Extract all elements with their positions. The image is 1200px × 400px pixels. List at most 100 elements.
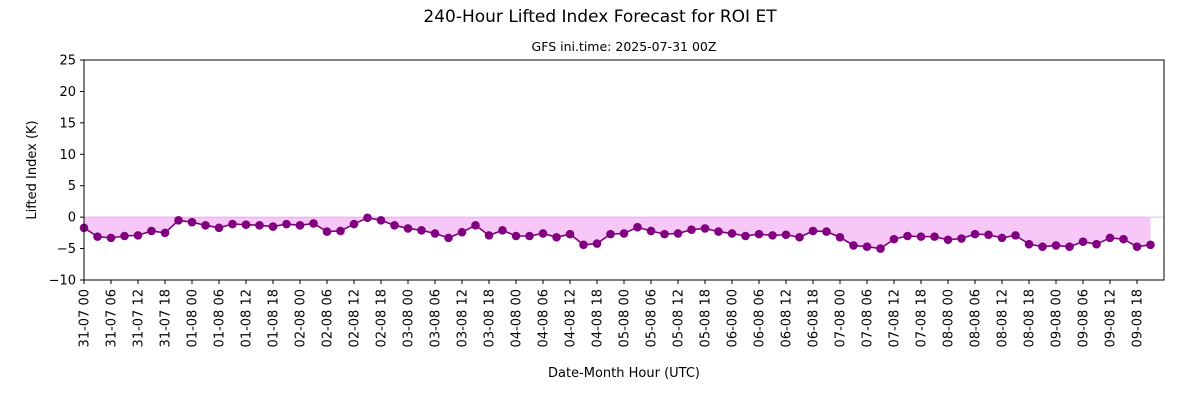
- data-point: [781, 230, 791, 240]
- data-point: [592, 239, 602, 248]
- x-tick-label: 02-08 18: [375, 289, 390, 347]
- data-point: [511, 231, 521, 241]
- data-point: [687, 225, 696, 235]
- data-point: [835, 232, 845, 242]
- x-tick-label: 01-08 00: [186, 289, 201, 347]
- x-tick-label: 02-08 06: [321, 289, 336, 347]
- data-point: [862, 242, 872, 251]
- x-tick-label: 05-08 18: [699, 289, 714, 347]
- x-tick-label: 08-08 18: [1023, 289, 1038, 347]
- data-point: [1092, 239, 1101, 249]
- x-tick-label: 08-08 06: [969, 289, 984, 347]
- y-tick-label: 25: [59, 54, 76, 69]
- x-axis: 31-07 00 31-07 06 31-07 12 31-07 18 01-08 00…: [78, 280, 1146, 347]
- data-point: [1065, 242, 1074, 251]
- data-point: [714, 227, 723, 236]
- y-tick-label: 20: [59, 85, 76, 100]
- y-tick-label: 10: [59, 148, 76, 163]
- data-point: [444, 233, 453, 243]
- data-point: [309, 219, 318, 228]
- data-point: [660, 229, 669, 239]
- data-point: [201, 221, 210, 230]
- x-tick-label: 06-08 00: [726, 289, 741, 347]
- data-point: [538, 229, 548, 238]
- data-point: [322, 227, 332, 236]
- data-point: [984, 230, 993, 240]
- data-point: [187, 217, 197, 227]
- data-point: [336, 226, 345, 236]
- y-axis-label: Lifted Index (K): [25, 120, 40, 219]
- data-point: [268, 222, 278, 231]
- x-tick-label: 08-08 00: [942, 289, 957, 347]
- data-point: [133, 231, 143, 240]
- data-point: [903, 231, 912, 241]
- data-point: [957, 234, 966, 243]
- x-tick-label: 03-08 00: [402, 289, 417, 347]
- x-tick-label: 05-08 12: [672, 289, 687, 347]
- x-tick-label: 06-08 18: [807, 289, 822, 347]
- y-axis: −10 −5 0 5 10 15 20 25: [49, 54, 84, 289]
- x-tick-label: 09-08 00: [1050, 289, 1065, 347]
- data-point: [295, 221, 305, 230]
- x-tick-label: 09-08 06: [1077, 289, 1092, 347]
- data-point: [403, 224, 413, 233]
- data-point: [1024, 239, 1034, 249]
- x-tick-label: 08-08 12: [996, 289, 1011, 347]
- x-tick-label: 06-08 12: [780, 289, 795, 347]
- data-point: [498, 226, 507, 235]
- x-tick-label: 03-08 12: [456, 289, 471, 347]
- data-point: [471, 221, 480, 230]
- data-point: [754, 229, 764, 239]
- y-tick-label: −10: [49, 274, 76, 289]
- data-point: [673, 229, 683, 238]
- data-point: [997, 233, 1007, 243]
- data-point: [430, 229, 440, 238]
- x-tick-label: 07-08 18: [915, 289, 930, 347]
- data-point: [795, 232, 804, 242]
- data-point: [930, 232, 939, 241]
- data-point: [228, 219, 237, 229]
- data-point: [160, 228, 170, 238]
- data-point: [106, 233, 116, 243]
- x-tick-label: 07-08 00: [834, 289, 849, 347]
- data-point: [1078, 237, 1088, 246]
- x-tick-label: 01-08 18: [267, 289, 282, 347]
- data-point: [619, 229, 629, 238]
- data-point: [376, 215, 386, 225]
- data-point: [579, 240, 588, 250]
- data-point: [916, 232, 926, 241]
- x-tick-label: 04-08 18: [591, 289, 606, 347]
- chart-subtitle: GFS ini.time: 2025-07-31 00Z: [532, 39, 717, 54]
- data-point: [363, 213, 372, 223]
- data-point: [822, 227, 831, 236]
- data-point: [349, 219, 359, 229]
- y-tick-label: −5: [57, 242, 76, 257]
- data-point: [606, 229, 615, 239]
- data-point: [147, 226, 156, 236]
- data-point: [1051, 241, 1061, 250]
- x-tick-label: 04-08 00: [510, 289, 525, 347]
- data-point: [390, 221, 399, 230]
- x-tick-label: 06-08 06: [753, 289, 768, 347]
- x-tick-label: 04-08 06: [537, 289, 552, 347]
- data-point: [1038, 242, 1047, 251]
- x-tick-label: 02-08 12: [348, 289, 363, 347]
- x-tick-label: 04-08 12: [564, 289, 579, 347]
- data-points: [79, 213, 1155, 253]
- x-axis-label: Date-Month Hour (UTC): [548, 366, 700, 381]
- x-tick-label: 03-08 06: [429, 289, 444, 347]
- x-tick-label: 05-08 06: [645, 289, 660, 347]
- data-point: [1119, 234, 1128, 244]
- data-point: [876, 244, 885, 253]
- data-point: [1146, 240, 1155, 250]
- data-point: [174, 215, 183, 225]
- plot-frame: [83, 59, 1165, 281]
- x-tick-label: 01-08 12: [240, 289, 255, 347]
- data-point: [1132, 242, 1142, 251]
- x-tick-label: 09-08 18: [1131, 289, 1146, 347]
- data-point: [552, 232, 561, 242]
- data-point: [1011, 231, 1020, 240]
- data-point: [120, 231, 129, 241]
- data-point: [970, 229, 980, 239]
- x-tick-label: 31-07 12: [132, 289, 147, 347]
